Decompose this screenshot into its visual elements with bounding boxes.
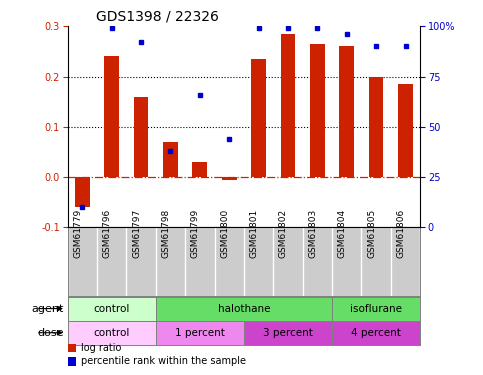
Text: percentile rank within the sample: percentile rank within the sample [81,357,246,366]
Bar [244,321,332,345]
Text: dose: dose [38,328,64,338]
Text: 4 percent: 4 percent [351,328,401,338]
Bar [398,84,413,177]
Text: control: control [94,328,130,338]
Text: GSM61779: GSM61779 [73,209,82,258]
Text: GDS1398 / 22326: GDS1398 / 22326 [96,10,219,24]
Bar [332,321,420,345]
Text: 3 percent: 3 percent [263,328,313,338]
Text: GSM61796: GSM61796 [103,209,112,258]
Bar [156,297,332,321]
Text: GSM61801: GSM61801 [250,209,258,258]
Bar [332,297,420,321]
Bar [222,177,237,180]
Bar [340,46,354,177]
Bar [163,142,178,177]
Text: log ratio: log ratio [81,343,122,352]
Text: GSM61803: GSM61803 [308,209,317,258]
Bar [193,162,207,177]
Text: agent: agent [32,304,64,313]
Text: GSM61800: GSM61800 [220,209,229,258]
Text: GSM61799: GSM61799 [191,209,200,258]
Bar [68,321,156,345]
Bar [104,57,119,177]
Text: GSM61797: GSM61797 [132,209,141,258]
Bar [75,177,90,207]
Text: isoflurane: isoflurane [350,304,402,313]
Bar [281,34,295,177]
Bar [68,297,156,321]
Text: GSM61805: GSM61805 [367,209,376,258]
Bar [134,97,148,177]
Text: GSM61804: GSM61804 [338,209,347,258]
Bar [369,76,384,177]
Bar [251,59,266,177]
Bar [310,44,325,177]
Text: halothane: halothane [218,304,270,313]
Text: 1 percent: 1 percent [175,328,225,338]
Text: GSM61806: GSM61806 [397,209,406,258]
Text: GSM61798: GSM61798 [161,209,170,258]
Text: GSM61802: GSM61802 [279,209,288,258]
Text: control: control [94,304,130,313]
Bar [156,321,244,345]
